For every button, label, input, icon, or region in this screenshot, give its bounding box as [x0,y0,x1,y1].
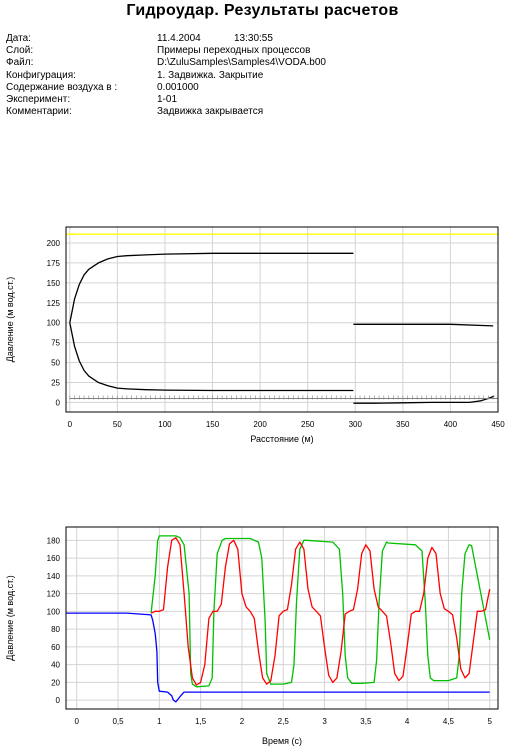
x-tick-label: 2,5 [278,717,290,726]
x-tick-label: 0,5 [112,717,124,726]
x-tick-label: 0 [75,717,80,726]
y-tick-label: 100 [47,607,61,616]
x-tick-label: 5 [488,717,493,726]
series-1-line [66,612,490,703]
info-value: D:\ZuluSamples\Samples4\VODA.b00 [157,57,326,69]
x-tick-label: 4,5 [443,717,455,726]
x-tick-label: 3 [322,717,327,726]
info-label: Содержание воздуха в : [6,81,118,93]
x-tick-label: 300 [349,420,363,429]
y-tick-label: 50 [51,359,60,368]
info-label: Комментарии: [6,106,72,118]
y-tick-label: 25 [51,378,60,387]
info-label: Дата: [6,33,31,44]
info-value: 0.001000 [157,81,199,93]
x-tick-label: 1 [157,717,162,726]
y-tick-label: 100 [47,319,61,328]
chart-1: 0 50 100 150 200 250 300 350 400 450 0 25 50 75 100 125… [5,226,505,444]
y-tick-label: 175 [47,259,61,268]
y-tick-label: 125 [47,299,61,308]
plot-area [66,227,498,412]
chart-2: 0 0,5 1 1,5 2 2,5 3 3,5 4 4,5 5 0 20 40 60 80 100 120 140 1… [5,526,499,746]
plot-area [66,527,498,709]
series-3-line [150,537,491,686]
x-tick-label: 0 [68,420,73,429]
info-label: Файл: [6,57,34,69]
series-2-line [150,535,491,688]
y-tick-label: 140 [47,572,61,581]
x-tick-label: 150 [206,420,220,429]
x-axis-label: Время (с) [262,736,302,746]
report-title: Гидроудар. Результаты расчетов [126,2,399,19]
info-label: Эксперимент: [6,93,71,105]
info-label: Слой: [6,45,34,57]
y-tick-label: 40 [51,661,60,670]
x-tick-label: 1,5 [195,717,207,726]
y-tick-label: 160 [47,554,61,563]
plot-frame [65,226,499,413]
x-tick-label: 400 [444,420,458,429]
y-tick-label: 200 [47,239,61,248]
y-tick-label: 75 [51,339,60,348]
y-tick-label: 80 [51,625,60,634]
info-value: 1-01 [157,93,178,105]
x-tick-label: 3,5 [360,717,372,726]
info-value: Примеры переходных процессов [157,45,311,57]
series-4-line [353,323,494,327]
y-tick-label: 20 [51,678,60,687]
x-tick-label: 450 [491,420,505,429]
info-value: 1. Задвижка. Закрытие [157,69,264,81]
y-tick-label: 120 [47,590,61,599]
y-tick-label: 150 [47,279,61,288]
y-tick-label: 0 [56,696,61,705]
info-label: Конфигурация: [6,69,76,81]
y-axis-label: Давление (м вод.ст.) [5,277,15,362]
series-3-line [69,322,354,392]
plot-frame [65,526,499,710]
y-tick-label: 180 [47,536,61,545]
x-tick-label: 100 [158,420,172,429]
x-axis-label: Расстояние (м) [250,434,313,444]
y-tick-label: 60 [51,643,60,652]
x-tick-label: 200 [253,420,267,429]
series-2-line [69,252,354,323]
x-tick-label: 350 [396,420,410,429]
y-axis-label: Давление (м вод.ст.) [5,575,15,660]
info-value: 11.4.2004 [157,33,201,44]
x-tick-label: 2 [240,717,245,726]
info-time: 13:30:55 [234,33,273,44]
info-value: Задвижка закрывается [157,106,264,118]
y-tick-label: 0 [56,398,61,407]
x-tick-label: 4 [405,717,410,726]
x-tick-label: 50 [113,420,122,429]
x-tick-label: 250 [301,420,315,429]
